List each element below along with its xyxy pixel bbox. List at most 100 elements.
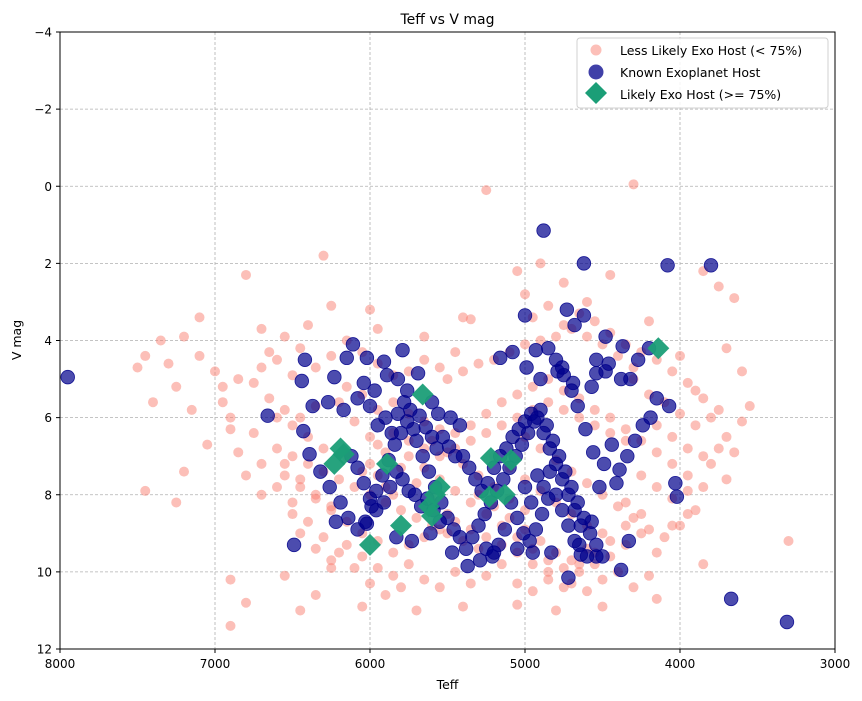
x-tick-label: 4000 [665, 657, 696, 671]
known-host-point [497, 522, 513, 537]
less-likely-host-point [256, 323, 267, 334]
less-likely-host-point [372, 563, 383, 574]
known-host-point [576, 256, 592, 271]
less-likely-host-point [310, 493, 321, 504]
known-host-point [561, 487, 576, 502]
known-host-point [362, 491, 378, 506]
less-likely-host-point [737, 366, 747, 377]
known-host-point [570, 398, 585, 414]
known-host-point [589, 366, 604, 381]
less-likely-host-point [310, 362, 321, 373]
less-likely-host-point [388, 570, 399, 581]
known-host-point [505, 344, 520, 360]
y-tick-label: 6 [44, 411, 52, 425]
less-likely-host-point [458, 601, 468, 612]
less-likely-host-point [721, 431, 732, 442]
known-host-point [519, 360, 534, 375]
less-likely-host-point [558, 404, 569, 415]
less-likely-host-point [582, 586, 592, 597]
less-likely-host-point [279, 404, 290, 415]
known-host-point [649, 391, 664, 406]
less-likely-host-point [667, 458, 678, 469]
less-likely-host-point [558, 582, 569, 593]
less-likely-host-point [458, 312, 468, 323]
less-likely-host-point [279, 470, 290, 481]
known-host-point [556, 368, 571, 383]
less-likely-host-point [558, 320, 569, 331]
less-likely-host-point [465, 314, 476, 325]
known-host-point [561, 518, 576, 533]
less-likely-host-point [225, 424, 236, 435]
y-tick-label: 8 [44, 488, 52, 502]
less-likely-host-point [551, 605, 561, 616]
less-likely-host-point [450, 347, 461, 358]
known-host-point [390, 371, 406, 387]
less-likely-host-point [310, 590, 321, 601]
known-host-point [510, 510, 525, 526]
less-likely-host-point [465, 420, 476, 431]
less-likely-host-point [264, 393, 275, 404]
less-likely-host-point [481, 532, 492, 543]
less-likely-host-point [543, 566, 554, 577]
known-host-point [525, 545, 540, 560]
less-likely-host-point [264, 347, 275, 358]
less-likely-host-point [225, 574, 236, 585]
less-likely-host-point [597, 528, 608, 539]
less-likely-host-point [241, 470, 251, 481]
less-likely-host-point [248, 377, 259, 388]
likely-host-point [421, 504, 443, 527]
known-host-point [627, 433, 643, 448]
known-host-point [378, 410, 393, 425]
less-likely-host-point [520, 289, 530, 300]
less-likely-host-point [744, 401, 755, 412]
known-host-point [564, 383, 579, 398]
less-likely-host-point [295, 412, 306, 423]
known-host-point [395, 342, 410, 358]
known-host-point [584, 379, 599, 394]
less-likely-host-point [318, 532, 329, 543]
known-host-point [536, 425, 551, 441]
less-likely-host-point [256, 362, 267, 373]
less-likely-host-point [272, 443, 282, 454]
less-likely-host-point [628, 582, 639, 593]
less-likely-host-point [419, 331, 430, 342]
less-likely-host-point [667, 520, 678, 531]
less-likely-host-point [434, 582, 445, 593]
less-likely-host-point [396, 582, 406, 593]
less-likely-host-point [729, 447, 740, 458]
less-likely-host-point [403, 451, 414, 462]
less-likely-host-point [527, 559, 538, 570]
less-likely-host-point [512, 599, 523, 610]
x-axis-label: Teff [436, 677, 459, 692]
less-likely-host-point [589, 316, 600, 327]
less-likely-host-point [179, 466, 189, 477]
less-likely-host-point [419, 354, 430, 365]
known-host-point [345, 337, 361, 352]
less-likely-host-point [582, 331, 592, 342]
less-likely-host-point [713, 281, 724, 292]
known-host-point [415, 448, 430, 464]
legend-label: Known Exoplanet Host [620, 65, 761, 80]
less-likely-host-point [543, 574, 554, 585]
less-likely-host-point [357, 551, 368, 562]
known-host-point [376, 354, 392, 369]
known-host-point [536, 223, 551, 238]
less-likely-host-point [303, 320, 313, 331]
known-host-point [601, 356, 616, 371]
known-host-point [395, 472, 410, 487]
known-host-point [567, 502, 582, 518]
less-likely-host-point [512, 578, 523, 589]
less-likely-host-point [535, 335, 546, 346]
less-likely-host-point [682, 377, 693, 388]
less-likely-host-point [272, 354, 282, 365]
known-host-point [517, 479, 533, 495]
known-host-point [350, 460, 365, 475]
less-likely-host-point [690, 420, 701, 431]
known-host-point [533, 371, 548, 387]
likely-host-point [390, 514, 412, 537]
known-host-point [327, 369, 342, 385]
less-likely-host-point [543, 300, 554, 311]
less-likely-host-point [481, 428, 492, 439]
known-host-point [305, 398, 320, 414]
known-host-point [623, 371, 638, 387]
